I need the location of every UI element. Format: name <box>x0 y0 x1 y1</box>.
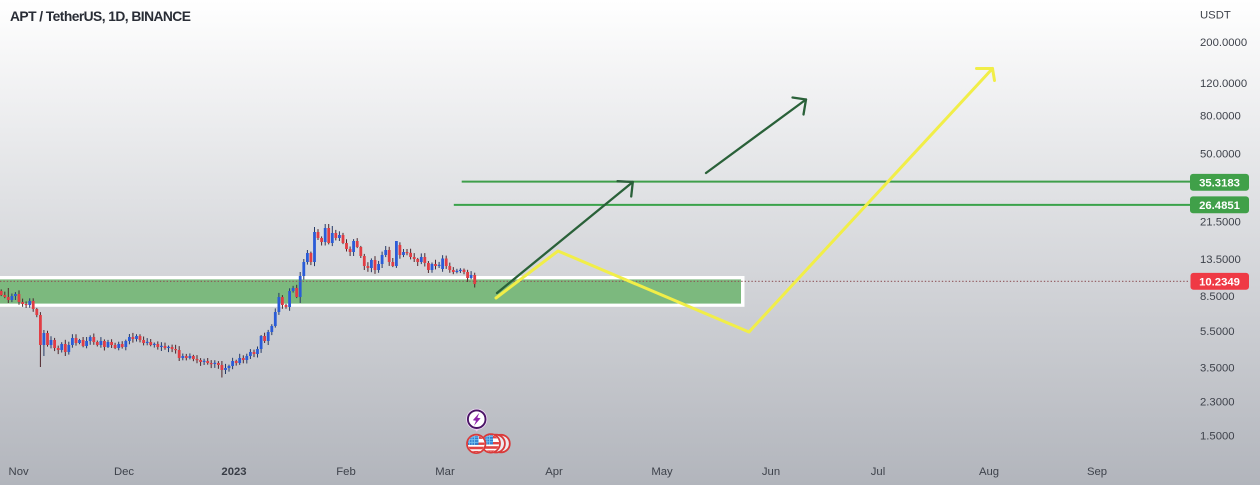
svg-text:5.5000: 5.5000 <box>1200 326 1235 338</box>
svg-text:Apr: Apr <box>545 466 563 478</box>
svg-text:10.2349: 10.2349 <box>1199 276 1240 288</box>
svg-text:2.3000: 2.3000 <box>1200 396 1235 408</box>
svg-text:35.3183: 35.3183 <box>1199 177 1240 189</box>
svg-text:21.5000: 21.5000 <box>1200 216 1241 228</box>
svg-text:13.5000: 13.5000 <box>1200 254 1241 266</box>
svg-text:120.0000: 120.0000 <box>1200 78 1247 90</box>
svg-text:3.5000: 3.5000 <box>1200 363 1235 375</box>
svg-text:Nov: Nov <box>9 466 29 478</box>
svg-text:1.5000: 1.5000 <box>1200 431 1235 443</box>
svg-text:Jul: Jul <box>871 466 885 478</box>
svg-text:26.4851: 26.4851 <box>1199 200 1240 212</box>
svg-text:2023: 2023 <box>221 466 246 478</box>
svg-text:Dec: Dec <box>114 466 134 478</box>
svg-text:Mar: Mar <box>435 466 455 478</box>
svg-text:200.0000: 200.0000 <box>1200 37 1247 49</box>
svg-text:Sep: Sep <box>1087 466 1107 478</box>
svg-text:May: May <box>651 466 673 478</box>
svg-text:Aug: Aug <box>979 466 999 478</box>
svg-text:USDT: USDT <box>1200 10 1231 22</box>
svg-text:APT / TetherUS, 1D, BINANCE: APT / TetherUS, 1D, BINANCE <box>10 9 191 24</box>
svg-text:Jun: Jun <box>762 466 780 478</box>
svg-text:80.0000: 80.0000 <box>1200 111 1241 123</box>
svg-text:Feb: Feb <box>336 466 355 478</box>
svg-text:8.5000: 8.5000 <box>1200 291 1235 303</box>
svg-text:50.0000: 50.0000 <box>1200 148 1241 160</box>
